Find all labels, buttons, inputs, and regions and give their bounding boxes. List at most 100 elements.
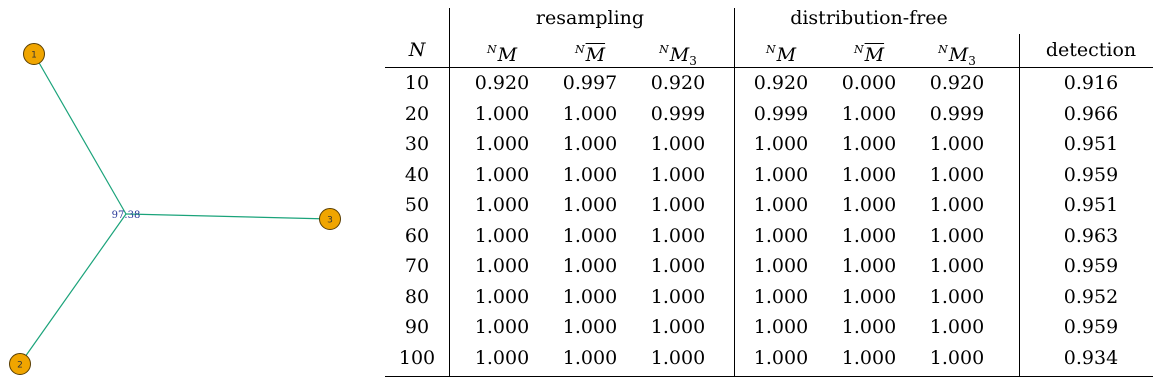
table-cell: 1.000: [753, 163, 809, 186]
table-cell: 1.000: [929, 316, 985, 338]
table-cell: 1.000: [929, 285, 985, 308]
table-cell: 1.000: [753, 346, 809, 369]
table-cell: 0.997: [562, 72, 618, 94]
column-header-m-1: NM: [457, 35, 547, 66]
table-cell: 1.000: [650, 346, 706, 369]
table-cell: 1.000: [929, 133, 985, 155]
table-cell: 1.000: [753, 224, 809, 247]
column-header-base: M: [776, 44, 797, 66]
column-header-detection: detection: [1045, 39, 1137, 61]
table-row-n: 80: [404, 285, 430, 308]
column-header-sup: N: [765, 43, 776, 56]
table-cell: 0.951: [1063, 133, 1119, 155]
table-cell: 0.920: [929, 72, 985, 94]
table-cell: 1.000: [562, 102, 618, 125]
table-cell: 1.000: [929, 194, 985, 216]
vline-after-resampling: [734, 8, 735, 376]
column-header-base: M: [669, 44, 690, 66]
column-header-sup: N: [486, 43, 497, 56]
column-header-m-6: NM3: [912, 35, 1002, 68]
node-label-2: 2: [17, 361, 23, 371]
edge-2: [19, 213, 127, 365]
table-cell: 0.999: [929, 102, 985, 125]
table-cell: 0.000: [841, 72, 897, 94]
table-cell: 1.000: [562, 133, 618, 155]
table-row-n: 90: [404, 316, 430, 338]
table-cell: 1.000: [562, 163, 618, 186]
table-cell: 0.959: [1063, 163, 1119, 186]
column-header-sup: N: [853, 43, 864, 56]
table-cell: 0.920: [753, 72, 809, 94]
table-cell: 1.000: [562, 285, 618, 308]
table-cell: 0.920: [650, 72, 706, 94]
table-cell: 0.963: [1063, 224, 1119, 247]
table-cell: 1.000: [753, 285, 809, 308]
table-cell: 1.000: [841, 316, 897, 338]
table-cell: 1.000: [841, 133, 897, 155]
edge-1: [33, 53, 127, 215]
network-edges: [19, 53, 331, 365]
table-cell: 1.000: [474, 194, 530, 216]
table-cell: 1.000: [650, 224, 706, 247]
group-header-distribution-free: distribution-free: [790, 7, 948, 29]
table-cell: 0.934: [1063, 346, 1119, 369]
table-cell: 1.000: [929, 255, 985, 277]
table-cell: 0.999: [753, 102, 809, 125]
table-cell: 1.000: [929, 224, 985, 247]
table-cell: 1.000: [841, 163, 897, 186]
column-header-base: M: [948, 44, 969, 66]
column-header-sub: 3: [968, 54, 976, 68]
table-row-n: 60: [404, 224, 430, 247]
table-cell: 1.000: [562, 194, 618, 216]
table-cell: 0.959: [1063, 316, 1119, 338]
group-header-resampling: resampling: [535, 7, 645, 29]
table-cell: 1.000: [929, 163, 985, 186]
table-cell: 1.000: [474, 163, 530, 186]
table-row-n: 20: [404, 102, 430, 125]
table-cell: 1.000: [650, 133, 706, 155]
network-node-2: 2: [9, 353, 31, 375]
table-cell: 1.000: [929, 346, 985, 369]
table-bottom-line: [385, 376, 1153, 377]
table-cell: 1.000: [753, 255, 809, 277]
node-label-1: 1: [31, 51, 37, 61]
network-node-1: 1: [23, 43, 45, 65]
column-header-base: M: [585, 44, 606, 66]
column-header-base: M: [497, 44, 518, 66]
column-header-m-5: NM: [824, 35, 914, 66]
table-cell: 1.000: [841, 285, 897, 308]
table-cell: 1.000: [474, 102, 530, 125]
table-row-n: 10: [404, 72, 430, 94]
table-cell: 1.000: [753, 194, 809, 216]
table-cell: 0.951: [1063, 194, 1119, 216]
table-cell: 1.000: [474, 133, 530, 155]
table-cell: 1.000: [562, 224, 618, 247]
table-row-n: 70: [404, 255, 430, 277]
table-cell: 1.000: [650, 194, 706, 216]
table-cell: 0.920: [474, 72, 530, 94]
table-cell: 1.000: [841, 224, 897, 247]
table-row-n: 50: [404, 194, 430, 216]
vline-after-n: [449, 8, 450, 376]
table-cell: 0.916: [1063, 72, 1119, 94]
table-cell: 1.000: [841, 346, 897, 369]
column-header-m-3: NM3: [633, 35, 723, 68]
edge-3: [125, 213, 331, 220]
table-cell: 0.999: [650, 102, 706, 125]
table-cell: 1.000: [753, 133, 809, 155]
column-header-sup: N: [938, 43, 948, 56]
table-cell: 1.000: [474, 285, 530, 308]
table-cell: 0.959: [1063, 255, 1119, 277]
column-header-n: N: [408, 39, 426, 61]
table-cell: 1.000: [650, 285, 706, 308]
table-cell: 1.000: [474, 255, 530, 277]
results-table: resampling distribution-free N NM NM NM3 NM NM N…: [385, 0, 1153, 392]
table-row-n: 30: [404, 133, 430, 155]
table-cell: 1.000: [562, 346, 618, 369]
column-header-m-4: NM: [736, 35, 826, 66]
table-row-n: 100: [398, 346, 436, 369]
table-cell: 1.000: [650, 163, 706, 186]
table-cell: 1.000: [474, 346, 530, 369]
table-cell: 1.000: [753, 316, 809, 338]
header-separator-line: [385, 67, 1153, 68]
